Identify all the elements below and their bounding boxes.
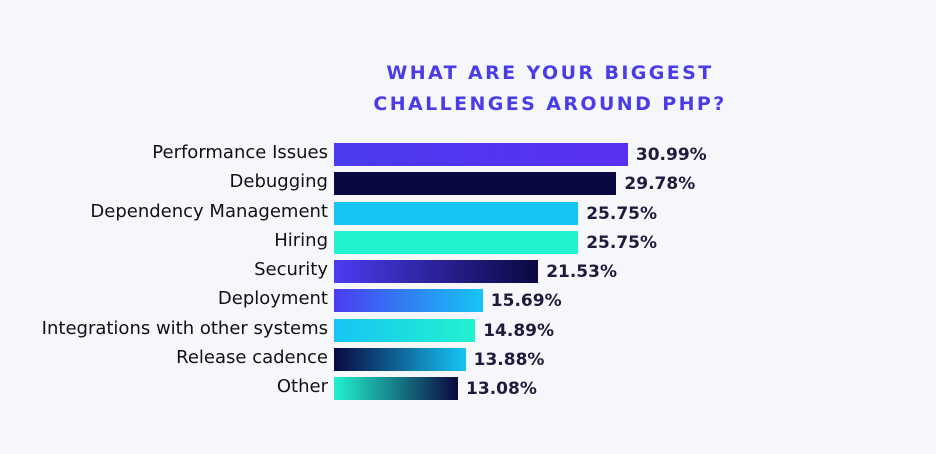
bar-label: Debugging	[229, 171, 328, 193]
bar	[334, 289, 483, 313]
bar	[334, 377, 459, 400]
bar-value-label: 29.78%	[624, 174, 696, 195]
bar-value-label: 30.99%	[635, 145, 707, 165]
chart-title-line-1: WHAT ARE YOUR BIGGEST	[386, 62, 714, 84]
bar-label: Integrations with other systems	[41, 317, 328, 339]
bar-label: Other	[276, 376, 328, 397]
bar-label: Hiring	[274, 229, 328, 251]
bar	[334, 230, 579, 254]
bar-label: Dependency Management	[90, 200, 328, 222]
bar	[334, 347, 466, 371]
chart-title-line-2: CHALLENGES AROUND PHP?	[373, 93, 727, 115]
bar	[334, 172, 617, 196]
bar-value-label: 25.75%	[586, 203, 658, 224]
bar-label: Deployment	[217, 288, 328, 310]
bar-value-label: 14.89%	[483, 320, 555, 341]
bar-value-label: 13.88%	[473, 349, 545, 370]
bar	[334, 143, 628, 166]
bar-value-label: 13.08%	[466, 379, 537, 399]
bar-label: Security	[254, 259, 328, 280]
bar-value-label: 15.69%	[490, 291, 562, 312]
bar-label: Performance Issues	[152, 142, 328, 163]
bar	[334, 318, 476, 342]
bar	[334, 201, 579, 225]
bar-value-label: 25.75%	[586, 232, 658, 253]
bar-value-label: 21.53%	[546, 262, 617, 282]
bar	[334, 260, 539, 283]
bar-label: Release cadence	[176, 346, 328, 368]
